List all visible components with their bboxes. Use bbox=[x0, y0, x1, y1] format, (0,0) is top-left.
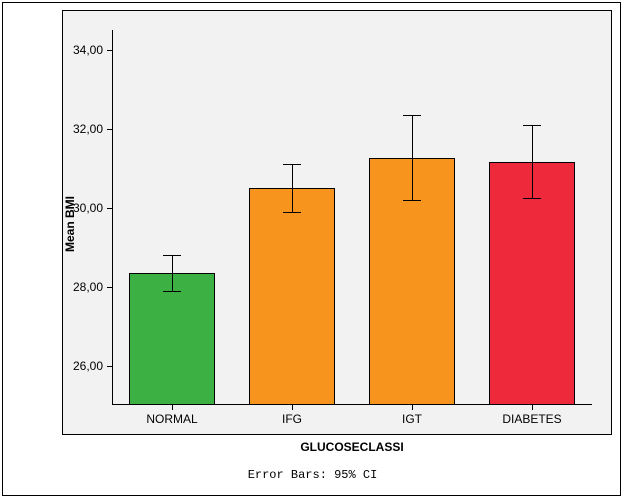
errorbar-cap bbox=[163, 255, 181, 256]
y-tick bbox=[107, 129, 112, 130]
y-tick-label: 34,00 bbox=[58, 43, 103, 57]
chart-container: Mean BMI GLUCOSECLASSI Error Bars: 95% C… bbox=[0, 0, 625, 500]
x-tick bbox=[532, 405, 533, 410]
bar bbox=[249, 188, 335, 405]
x-tick bbox=[412, 405, 413, 410]
x-tick-label: DIABETES bbox=[472, 412, 592, 426]
x-tick-label: IFG bbox=[232, 412, 352, 426]
errorbar-cap bbox=[163, 291, 181, 292]
y-tick-label: 30,00 bbox=[58, 201, 103, 215]
errorbar-line bbox=[292, 164, 293, 212]
errorbar-line bbox=[172, 255, 173, 291]
y-tick bbox=[107, 50, 112, 51]
x-tick-label: NORMAL bbox=[112, 412, 232, 426]
errorbar-line bbox=[532, 125, 533, 198]
caption-text: Error Bars: 95% CI bbox=[0, 468, 625, 482]
errorbar-cap bbox=[403, 200, 421, 201]
y-tick bbox=[107, 287, 112, 288]
x-axis-label: GLUCOSECLASSI bbox=[112, 440, 592, 454]
y-tick-label: 28,00 bbox=[58, 280, 103, 294]
errorbar-cap bbox=[523, 125, 541, 126]
x-tick bbox=[172, 405, 173, 410]
x-tick-label: IGT bbox=[352, 412, 472, 426]
y-tick-label: 26,00 bbox=[58, 359, 103, 373]
y-tick bbox=[107, 208, 112, 209]
errorbar-cap bbox=[283, 212, 301, 213]
errorbar-line bbox=[412, 115, 413, 200]
bar bbox=[129, 273, 215, 405]
y-tick-label: 32,00 bbox=[58, 122, 103, 136]
y-tick bbox=[107, 366, 112, 367]
errorbar-cap bbox=[523, 198, 541, 199]
errorbar-cap bbox=[403, 115, 421, 116]
errorbar-cap bbox=[283, 164, 301, 165]
x-tick bbox=[292, 405, 293, 410]
